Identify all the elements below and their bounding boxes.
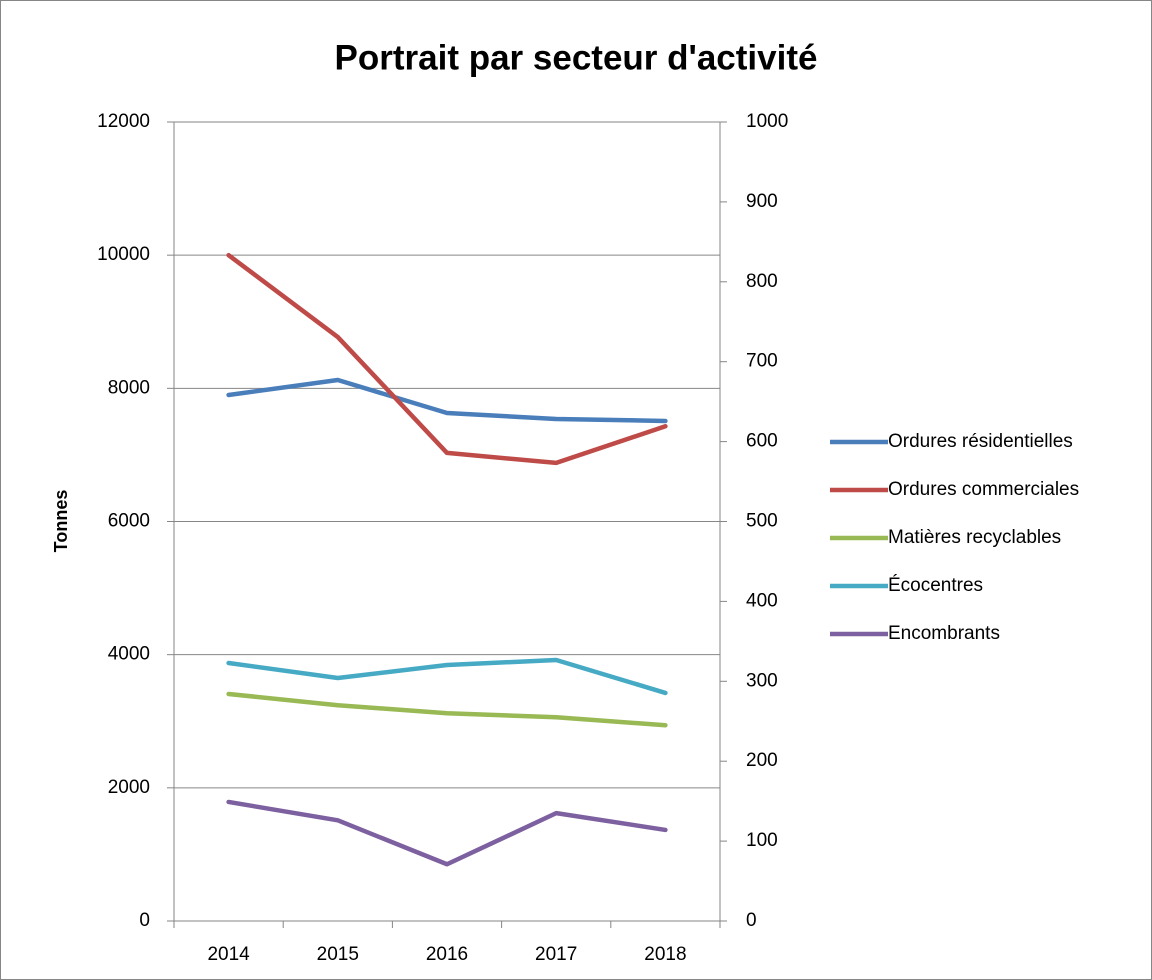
y-tick-label: 12000 xyxy=(97,111,150,132)
legend-label: Encombrants xyxy=(888,623,1000,644)
x-tick-label: 2016 xyxy=(426,944,468,965)
legend-label: Ordures résidentielles xyxy=(888,431,1073,452)
legend-label: Ordures commerciales xyxy=(888,479,1079,500)
x-tick-label: 2014 xyxy=(207,944,250,965)
y-tick-label: 6000 xyxy=(108,511,150,532)
series-line xyxy=(226,657,668,696)
x-tick-label: 2017 xyxy=(535,944,577,965)
y2-tick-label: 700 xyxy=(746,351,778,372)
y2-tick-label: 0 xyxy=(746,910,757,931)
series-line xyxy=(226,691,668,728)
legend-label: Écocentres xyxy=(888,575,983,596)
y-tick-label: 10000 xyxy=(97,244,150,265)
y-tick-label: 0 xyxy=(139,910,150,931)
y2-tick-label: 1000 xyxy=(746,111,788,132)
y2-tick-label: 300 xyxy=(746,670,778,691)
y2-tick-label: 600 xyxy=(746,431,778,452)
y-tick-label: 4000 xyxy=(108,644,150,665)
y2-tick-label: 500 xyxy=(746,511,778,532)
x-tick-label: 2015 xyxy=(317,944,359,965)
y2-tick-label: 100 xyxy=(746,830,778,851)
series-line xyxy=(226,799,668,867)
y-tick-label: 2000 xyxy=(108,777,150,798)
y2-tick-label: 200 xyxy=(746,750,778,771)
legend-label: Matières recyclables xyxy=(888,527,1061,548)
y2-tick-label: 800 xyxy=(746,271,778,292)
y-axis-title: Tonnes xyxy=(51,490,71,553)
series-line xyxy=(226,377,668,424)
chart-title: Portrait par secteur d'activité xyxy=(335,38,818,77)
y-tick-label: 8000 xyxy=(108,377,150,398)
x-tick-label: 2018 xyxy=(644,944,686,965)
series-line xyxy=(226,252,668,466)
y2-tick-label: 900 xyxy=(746,191,778,212)
y2-tick-label: 400 xyxy=(746,590,778,611)
